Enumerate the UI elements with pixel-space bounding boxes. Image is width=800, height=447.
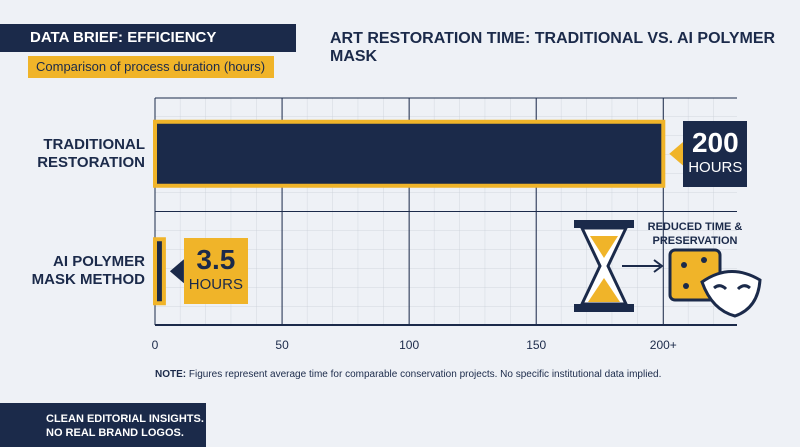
footer: CLEAN EDITORIAL INSIGHTS. NO REAL BRAND …: [0, 403, 206, 447]
note-label: NOTE:: [155, 369, 187, 380]
note: NOTE: Figures represent average time for…: [155, 369, 661, 380]
value-label: 3.5 HOURS: [183, 238, 248, 305]
x-tick-label: 150: [526, 338, 546, 352]
bar: [153, 237, 166, 306]
category-label: TRADITIONAL RESTORATION: [37, 135, 145, 171]
category-label: AI POLYMER MASK METHOD: [31, 253, 145, 289]
value-number: 200: [691, 126, 739, 158]
x-tick-label: 0: [152, 338, 159, 352]
bar: [153, 119, 666, 188]
kicker: DATA BRIEF: EFFICIENCY REVOLUTION: [0, 24, 296, 74]
annotation: REDUCED TIME & PRESERVATION: [647, 221, 743, 247]
x-tick-label: 200+: [650, 338, 677, 352]
chart-subtitle: Comparison of process duration (hours): [28, 56, 274, 78]
x-tick-label: 100: [399, 338, 419, 352]
note-text: Figures represent average time for compa…: [188, 369, 662, 380]
callout-pointer: [669, 141, 684, 166]
x-tick-label: 50: [275, 338, 289, 352]
value-unit: HOURS: [188, 276, 243, 294]
value-number: 3.5: [196, 244, 236, 276]
value-label: 200 HOURS: [683, 120, 748, 187]
callout-pointer: [169, 259, 184, 284]
value-unit: HOURS: [688, 158, 743, 176]
icons: [574, 220, 762, 318]
chart-title: ART RESTORATION TIME: TRADITIONAL VS. AI…: [330, 30, 776, 65]
